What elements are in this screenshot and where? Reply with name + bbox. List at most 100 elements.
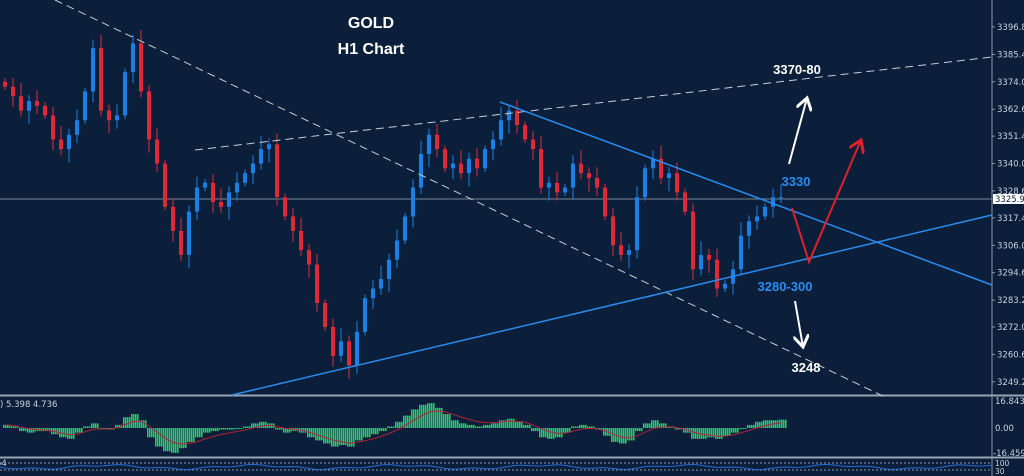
macd-histogram-bar (599, 428, 601, 430)
macd-histogram-bar (501, 420, 503, 428)
candle-body (187, 211, 191, 255)
macd-histogram-bar (413, 409, 415, 428)
macd-histogram-bar (675, 428, 677, 430)
macd-histogram-bar (91, 423, 93, 428)
oscillator-level-low: 30 (995, 467, 1005, 476)
macd-histogram-bar (249, 426, 251, 428)
macd-histogram-bar (383, 428, 385, 432)
macd-histogram-bar (201, 428, 203, 438)
macd-histogram-bar (483, 424, 485, 428)
ascending-support-trendline[interactable] (231, 214, 993, 396)
macd-histogram-bar (463, 423, 465, 428)
candle (235, 171, 239, 201)
macd-histogram-bar (13, 426, 15, 428)
candle (667, 167, 671, 192)
current-price-tag (993, 194, 1024, 204)
candle (779, 183, 783, 204)
oscillator-level-high: 100 (995, 459, 1010, 468)
macd-histogram-bar (677, 428, 679, 430)
candle-body (75, 120, 79, 135)
macd-histogram-bar (285, 428, 287, 433)
macd-histogram-bar (165, 428, 167, 452)
macd-histogram-bar (189, 428, 191, 442)
chart-subtitle: H1 Chart (338, 41, 405, 58)
candle-body (371, 288, 375, 299)
macd-histogram-bar (647, 423, 649, 428)
candle (67, 128, 71, 163)
candle (491, 131, 495, 160)
price-tick-label: 3374.00 (997, 78, 1024, 88)
candle-body (475, 158, 479, 169)
candle-body (643, 168, 647, 198)
macd-histogram-bar (377, 428, 379, 435)
candle (179, 217, 183, 261)
candle (339, 328, 343, 362)
macd-histogram-bar (93, 423, 95, 428)
macd-axis-max: 16.843 (995, 397, 1024, 407)
macd-histogram-bar (127, 417, 129, 428)
macd-histogram-bar (105, 428, 107, 429)
macd-histogram-bar (689, 428, 691, 433)
macd-histogram-bar (663, 423, 665, 428)
macd-histogram-bar (477, 426, 479, 428)
ascending-dashed-line[interactable] (194, 56, 993, 151)
candle (299, 217, 303, 257)
candle (515, 99, 519, 134)
candle (243, 169, 247, 187)
descending-resistance-trendline[interactable] (499, 101, 993, 286)
macd-histogram-bar (433, 403, 435, 428)
macd-histogram-bar (379, 428, 381, 432)
candle (539, 135, 543, 194)
macd-histogram-bar (351, 428, 353, 447)
macd-histogram-bar (703, 428, 705, 439)
macd-histogram-bar (621, 428, 623, 444)
candle-body (323, 302, 327, 328)
macd-histogram-bar (389, 426, 391, 428)
macd-histogram-bar (589, 426, 591, 428)
candle-body (347, 341, 351, 366)
macd-histogram-bar (149, 428, 151, 438)
macd-histogram-bar (3, 424, 5, 428)
macd-histogram-bar (63, 428, 65, 438)
macd-histogram-bar (339, 428, 341, 446)
candle-body (531, 139, 535, 150)
macd-histogram-bar (491, 423, 493, 428)
candle-body (339, 341, 343, 356)
macd-histogram-bar (49, 428, 51, 432)
macd-histogram-bar (523, 424, 525, 428)
candle-body (651, 158, 655, 169)
macd-histogram-bar (57, 428, 59, 435)
macd-histogram-bar (625, 428, 627, 444)
macd-histogram-bar (375, 428, 377, 435)
macd-histogram-bar (601, 428, 603, 430)
macd-histogram-bar (289, 428, 291, 433)
macd-histogram-bar (471, 424, 473, 428)
macd-histogram-bar (441, 407, 443, 428)
macd-histogram-bar (261, 421, 263, 428)
macd-histogram-bar (575, 426, 577, 428)
price-tick-label: 3283.20 (997, 296, 1024, 306)
macd-histogram-bar (235, 428, 237, 429)
macd-histogram-bar (395, 421, 397, 428)
macd-histogram-bar (381, 428, 383, 432)
candle-body (603, 187, 607, 217)
candle-body (611, 216, 615, 246)
macd-histogram-bar (181, 428, 183, 449)
macd-histogram-bar (715, 428, 717, 439)
macd-histogram-bar (29, 428, 31, 433)
macd-histogram-bar (765, 420, 767, 428)
macd-histogram-bar (147, 428, 149, 438)
macd-histogram-bar (533, 428, 535, 432)
macd-histogram-bar (307, 428, 309, 438)
macd-histogram-bar (141, 420, 143, 428)
current-price-label: 3325.92 (995, 195, 1024, 205)
candle-body (267, 144, 271, 150)
macd-histogram-bar (767, 420, 769, 428)
macd-histogram-bar (561, 428, 563, 438)
candle (579, 150, 583, 180)
price-tick-label: 3306.00 (997, 241, 1024, 251)
macd-histogram-bar (241, 428, 243, 429)
pullback-scenario-arrow-icon (791, 140, 861, 265)
macd-histogram-bar (735, 428, 737, 433)
descending-channel-dashed-line[interactable] (54, 0, 886, 398)
